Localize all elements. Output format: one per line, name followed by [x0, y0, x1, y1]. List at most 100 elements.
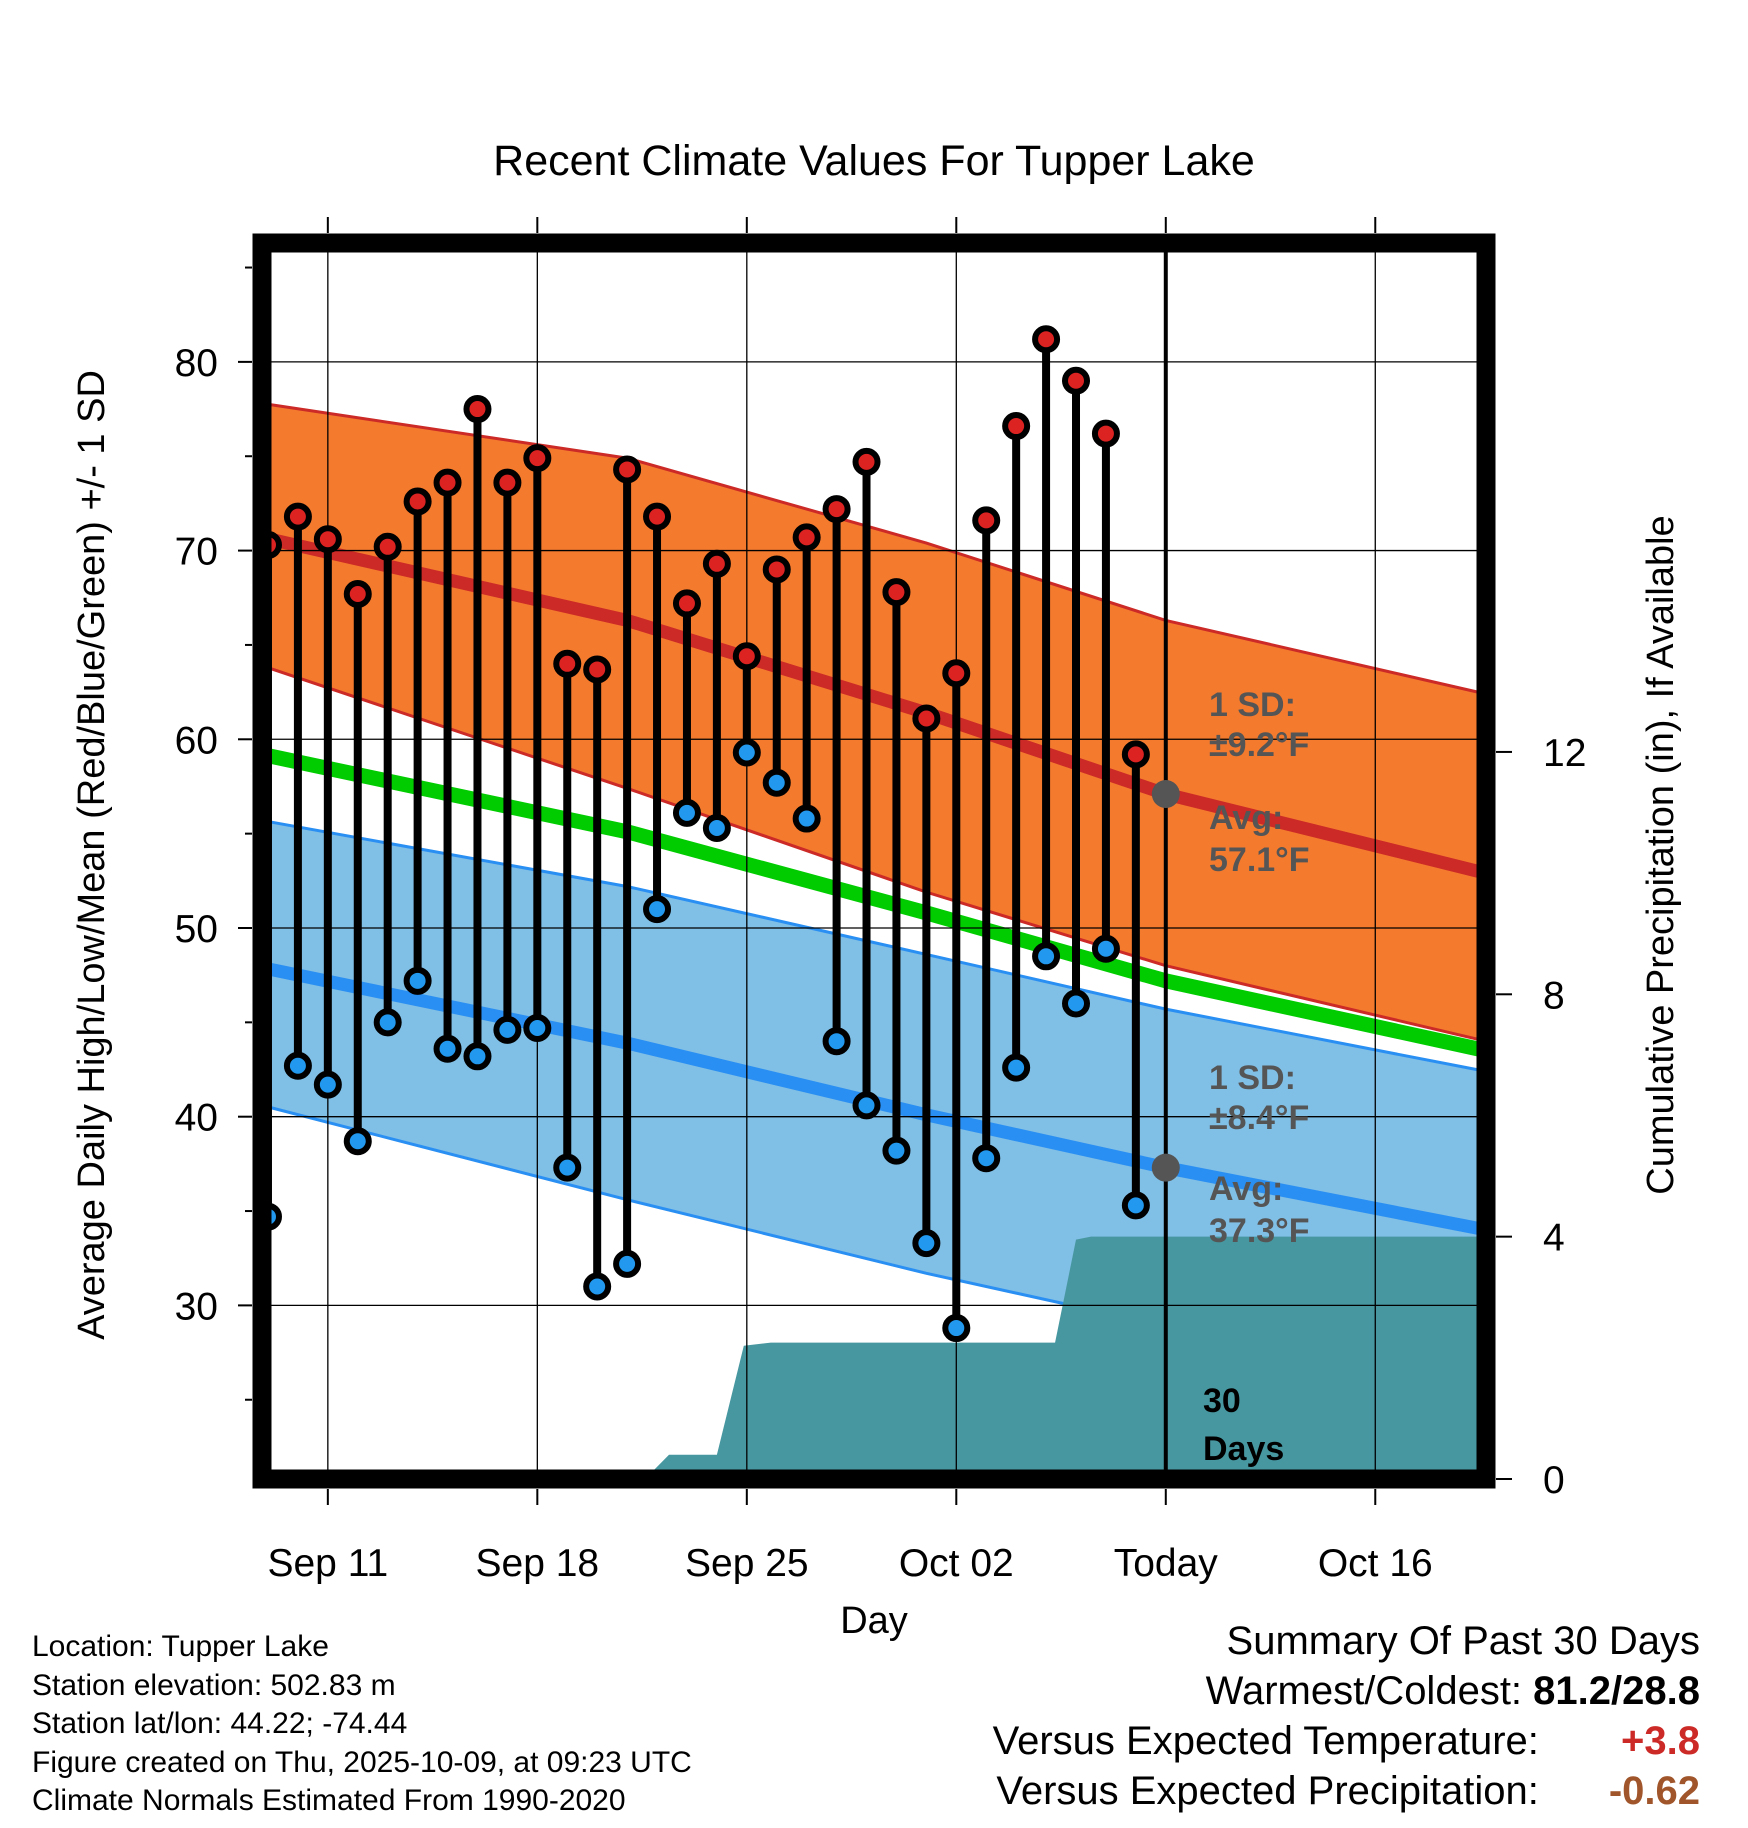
low-avg-value: 37.3°F — [1209, 1212, 1310, 1250]
today-high-avg-marker — [1151, 780, 1180, 809]
low-annotation: 1 SD: ±8.4°F Avg: 37.3°F — [1209, 1059, 1310, 1250]
daily-high-point — [343, 579, 372, 608]
x-tick-label: Sep 18 — [476, 1542, 600, 1585]
daily-low-point — [702, 813, 731, 842]
temp-label: Versus Expected Temperature: — [992, 1719, 1539, 1763]
daily-low-point — [882, 1136, 911, 1165]
high-avg-label: Avg: — [1209, 799, 1283, 837]
daily-low-point — [1002, 1053, 1031, 1082]
daily-high-point — [643, 502, 672, 531]
daily-low-point — [553, 1153, 582, 1182]
high-avg-value: 57.1°F — [1209, 841, 1310, 879]
chart-title: Recent Climate Values For Tupper Lake — [493, 137, 1255, 185]
y2-axis-label: Cumulative Precipitation (in), If Availa… — [1640, 515, 1682, 1194]
daily-low-point — [583, 1272, 612, 1301]
daily-low-point — [643, 895, 672, 924]
high-annotation: 1 SD: ±9.2°F Avg: 57.1°F — [1209, 686, 1310, 879]
y2-tick-label: 8 — [1543, 974, 1565, 1017]
cumulative-precip-area — [645, 1236, 1486, 1479]
daily-high-point — [1002, 412, 1031, 441]
daily-low-point — [852, 1091, 881, 1120]
daily-low-point — [672, 798, 701, 827]
daily-high-point — [762, 555, 791, 584]
days-word: Days — [1203, 1430, 1284, 1468]
daily-low-point — [523, 1014, 552, 1043]
warmest-value: 81.2/28.8 — [1533, 1669, 1700, 1713]
daily-high-point — [1121, 740, 1150, 769]
daily-low-point — [822, 1027, 851, 1056]
daily-high-point — [583, 655, 612, 684]
location-text: Location: Tupper Lake — [32, 1630, 329, 1663]
low-avg-label: Avg: — [1209, 1170, 1283, 1208]
daily-high-point — [553, 649, 582, 678]
y-tick-label: 40 — [175, 1097, 218, 1140]
daily-high-point — [613, 455, 642, 484]
daily-high-point — [852, 447, 881, 476]
x-tick-label: Oct 16 — [1318, 1542, 1433, 1585]
daily-low-point — [1062, 989, 1091, 1018]
daily-low-point — [313, 1070, 342, 1099]
daily-high-point — [1062, 366, 1091, 395]
daily-high-point — [912, 704, 941, 733]
daily-high-point — [972, 506, 1001, 535]
daily-low-point — [613, 1249, 642, 1278]
daily-high-point — [373, 532, 402, 561]
daily-high-point — [792, 523, 821, 552]
y-axis-label: Average Daily High/Low/Mean (Red/Blue/Gr… — [71, 370, 113, 1340]
y2-tick-label: 0 — [1543, 1459, 1565, 1502]
high-sd-band — [262, 403, 1486, 1042]
daily-high-point — [1091, 419, 1120, 448]
normals-text: Climate Normals Estimated From 1990-2020 — [32, 1784, 626, 1817]
daily-high-point — [882, 578, 911, 607]
daily-low-point — [972, 1144, 1001, 1173]
summary-temp-row: Versus Expected Temperature: +3.8 — [993, 1716, 1700, 1766]
daily-low-point — [762, 768, 791, 797]
daily-low-point — [1091, 934, 1120, 963]
low-sd-value: ±8.4°F — [1209, 1099, 1309, 1137]
daily-high-point — [822, 495, 851, 524]
daily-high-point — [493, 468, 522, 497]
daily-high-point — [942, 659, 971, 688]
latlon-text: Station lat/lon: 44.22; -74.44 — [32, 1707, 408, 1740]
daily-low-point — [373, 1008, 402, 1037]
daily-low-point — [493, 1015, 522, 1044]
daily-low-point — [792, 804, 821, 833]
days-number: 30 — [1203, 1382, 1241, 1420]
high-sd-value: ±9.2°F — [1209, 726, 1309, 764]
today-low-avg-marker — [1151, 1153, 1180, 1182]
precip-label: Versus Expected Precipitation: — [996, 1769, 1539, 1813]
daily-low-point — [1032, 942, 1061, 971]
created-text: Figure created on Thu, 2025-10-09, at 09… — [32, 1745, 692, 1779]
daily-high-point — [433, 468, 462, 497]
precip-value: -0.62 — [1608, 1769, 1700, 1813]
high-sd-label: 1 SD: — [1209, 686, 1296, 724]
x-tick-label: Oct 02 — [899, 1542, 1014, 1585]
daily-low-point — [463, 1042, 492, 1071]
plot-frame — [252, 233, 1496, 1489]
low-sd-label: 1 SD: — [1209, 1059, 1296, 1097]
daily-high-point — [732, 642, 761, 671]
summary-panel: Summary Of Past 30 Days Warmest/Coldest:… — [993, 1616, 1700, 1816]
daily-high-point — [702, 549, 731, 578]
daily-low-point — [403, 966, 432, 995]
daily-low-point — [912, 1229, 941, 1258]
y2-tick-label: 12 — [1543, 732, 1586, 775]
y-tick-label: 80 — [175, 342, 218, 385]
plot-area: 30 40 50 60 70 80 0 4 8 12 Sep 11 Sep 18 Sep 25 Oct 0… — [175, 217, 1586, 1585]
x-tick-label: Sep 25 — [685, 1542, 809, 1585]
daily-low-point — [942, 1314, 971, 1343]
y-tick-label: 70 — [175, 531, 218, 574]
high-band-upper-edge — [261, 401, 1487, 696]
y-tick-label: 60 — [175, 719, 218, 762]
x-tick-label: Today — [1114, 1542, 1219, 1585]
summary-warmest-row: Warmest/Coldest: 81.2/28.8 — [993, 1666, 1700, 1716]
daily-low-point — [283, 1051, 312, 1080]
warmest-label: Warmest/Coldest: — [1205, 1669, 1523, 1713]
daily-high-point — [672, 589, 701, 618]
temp-value: +3.8 — [1621, 1719, 1700, 1763]
daily-high-point — [313, 525, 342, 554]
daily-low-point — [433, 1034, 462, 1063]
station-info: Location: Tupper Lake Station elevation:… — [32, 1628, 692, 1821]
y-tick-label: 30 — [175, 1285, 218, 1328]
